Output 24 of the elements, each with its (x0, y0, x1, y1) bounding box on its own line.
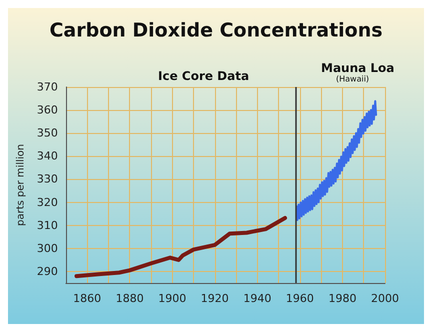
x-tick-label: 2000 (371, 292, 399, 305)
y-tick-label: 320 (36, 196, 58, 209)
y-tick-label: 360 (36, 104, 58, 117)
y-tick-label: 370 (36, 80, 58, 94)
y-tick-label: 290 (36, 264, 58, 278)
text: Mauna Loa (321, 61, 394, 75)
x-tick-label: 1880 (116, 292, 144, 305)
y-tick-label: 330 (36, 172, 58, 186)
x-tick-label: 1980 (328, 292, 356, 305)
y-axis-title: parts per million (16, 144, 26, 226)
line-series (296, 100, 378, 222)
text: Ice Core Data (158, 69, 250, 83)
line-series (74, 216, 288, 278)
y-tick-label: 350 (36, 126, 58, 140)
y-tick-label: 300 (36, 242, 58, 255)
text: (Hawaii) (336, 74, 370, 84)
x-tick-label: 1940 (243, 292, 272, 305)
x-tick-label: 1920 (200, 292, 229, 305)
y-tick-label: 340 (36, 150, 58, 163)
y-tick-label: 310 (36, 218, 58, 232)
x-tick-label: 1900 (158, 292, 186, 305)
chart-title: Carbon Dioxide Concentrations (49, 20, 383, 42)
x-tick-label: 1960 (286, 292, 314, 305)
x-tick-label: 1860 (73, 292, 102, 305)
